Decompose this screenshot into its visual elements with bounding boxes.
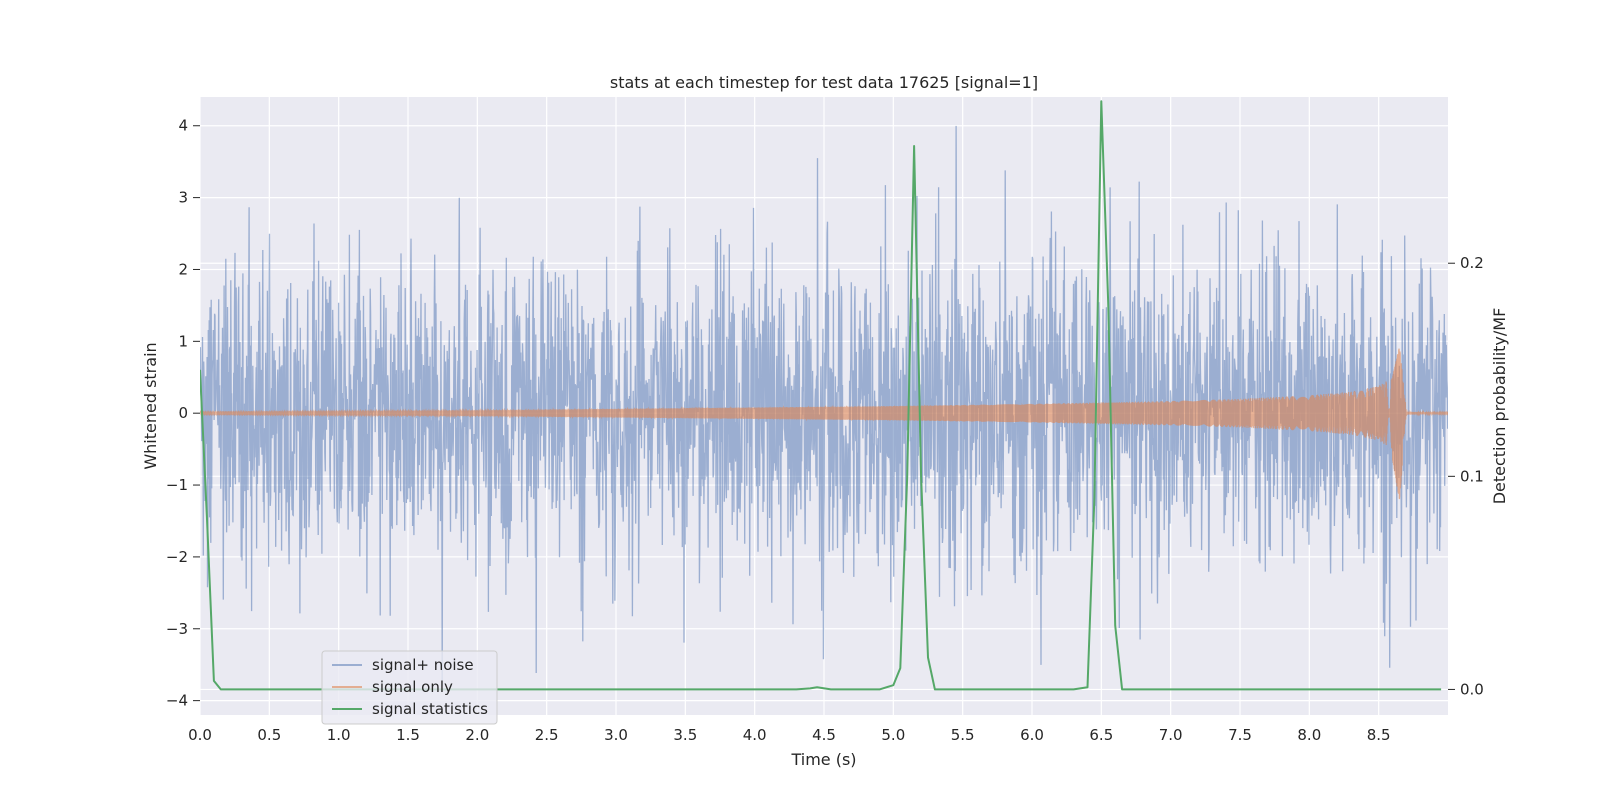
x-tick-label: 7.0 (1159, 726, 1183, 744)
x-tick-label: 0.0 (188, 726, 212, 744)
x-tick-label: 8.5 (1367, 726, 1391, 744)
x-axis-label: Time (s) (790, 750, 856, 769)
legend-label-stats: signal statistics (372, 700, 488, 718)
y-tick-label: 3 (178, 189, 188, 207)
x-tick-label: 3.0 (604, 726, 628, 744)
y2-tick-label: 0.1 (1460, 467, 1484, 485)
y-tick-label: 1 (178, 332, 188, 350)
x-tick-labels: 0.0 0.5 1.0 1.5 2.0 2.5 3.0 3.5 4.0 4.5 5.0 5.5 6.0 6… (188, 726, 1391, 744)
y-tick-label: −1 (166, 476, 188, 494)
legend-label-noise: signal+ noise (372, 656, 474, 674)
y-axis-label: Whitened strain (141, 342, 160, 469)
series-signal-statistics-line (200, 100, 1442, 691)
y2-axis-label: Detection probability/MF (1490, 308, 1509, 505)
y-tick-label: −3 (166, 620, 188, 638)
y-tick-labels: 4 3 2 1 0 −1 −2 −3 −4 (166, 117, 200, 710)
x-tick-label: 3.5 (673, 726, 697, 744)
x-tick-label: 8.0 (1297, 726, 1321, 744)
x-tick-label: 6.5 (1089, 726, 1113, 744)
y2-tick-labels: 0.2 0.1 0.0 (1448, 254, 1484, 698)
legend-label-signal: signal only (372, 678, 453, 696)
x-tick-label: 5.0 (881, 726, 905, 744)
y-tick-label: 2 (178, 260, 188, 278)
x-tick-label: 6.0 (1020, 726, 1044, 744)
chart-title: stats at each timestep for test data 176… (610, 73, 1038, 92)
x-tick-label: 0.5 (257, 726, 281, 744)
legend: signal+ noise signal only signal statist… (321, 650, 498, 725)
x-tick-label: 2.0 (465, 726, 489, 744)
y2-tick-label: 0.0 (1460, 680, 1484, 698)
x-tick-label: 4.0 (743, 726, 767, 744)
y-tick-label: 0 (178, 404, 188, 422)
y-tick-label: −4 (166, 692, 188, 710)
series-signal-only-line (200, 348, 1448, 500)
series-layer (200, 100, 1448, 691)
x-tick-label: 5.5 (951, 726, 975, 744)
x-tick-label: 4.5 (812, 726, 836, 744)
x-tick-label: 1.0 (327, 726, 351, 744)
y-tick-label: 4 (178, 117, 188, 135)
legend-box (321, 650, 498, 725)
x-tick-label: 1.5 (396, 726, 420, 744)
x-tick-label: 2.5 (535, 726, 559, 744)
y-tick-label: −2 (166, 548, 188, 566)
y2-tick-label: 0.2 (1460, 254, 1484, 272)
x-tick-label: 7.5 (1228, 726, 1252, 744)
